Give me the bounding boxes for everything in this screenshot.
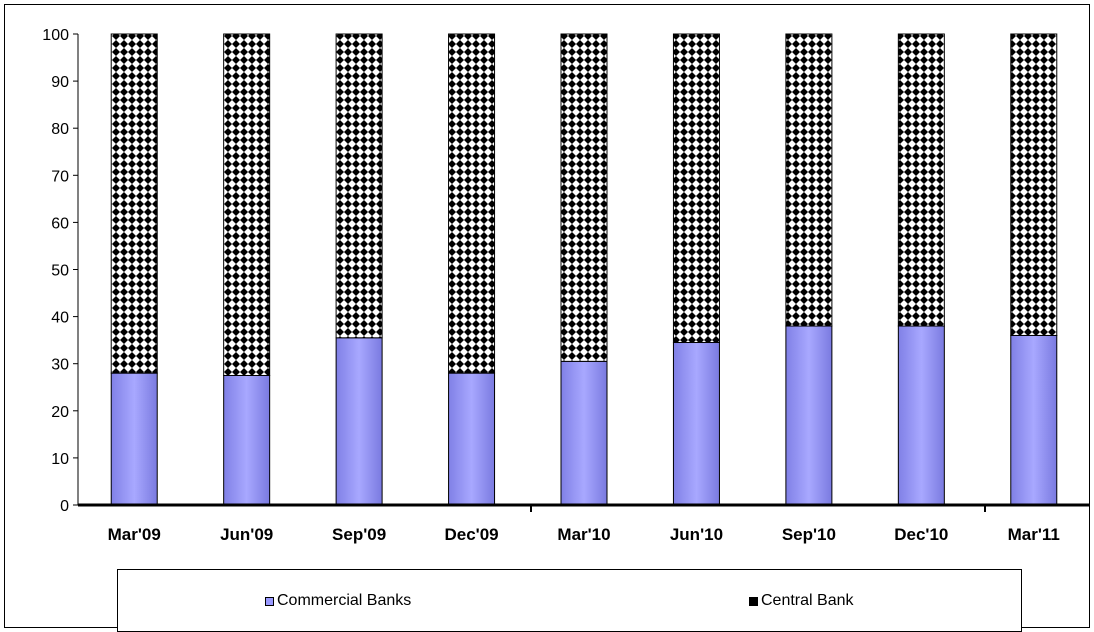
bars	[110, 33, 1058, 506]
bar-commercial-banks	[110, 372, 158, 506]
bar-central-bank	[785, 33, 833, 327]
bar-central-bank	[560, 33, 608, 362]
y-tick-label: 30	[51, 357, 69, 374]
x-tick-label: Mar'10	[557, 525, 610, 544]
y-tick-label: 60	[51, 215, 69, 232]
x-axis: Mar'09 Jun'09 Sep'09 Dec'09 Mar'10 Jun'10 Sep'…	[78, 503, 1090, 544]
y-tick-label: 0	[60, 498, 69, 515]
legend: Commercial Banks Central Bank	[117, 569, 1022, 632]
x-tick-label: Sep'10	[782, 525, 836, 544]
bar-commercial-banks	[897, 325, 945, 506]
x-tick-label: Mar'09	[108, 525, 161, 544]
x-tick-label: Sep'09	[332, 525, 386, 544]
y-tick-label: 100	[42, 27, 69, 44]
x-tick-label: Dec'09	[444, 525, 498, 544]
y-tick-label: 50	[51, 263, 69, 280]
bar-commercial-banks	[1010, 334, 1058, 506]
legend-item-central-bank: Central Bank	[749, 592, 854, 610]
bar-commercial-banks	[335, 337, 383, 506]
bar-central-bank	[672, 33, 720, 344]
legend-swatch-commercial-banks	[265, 596, 274, 606]
x-tick-label: Dec'10	[894, 525, 948, 544]
y-tick-label: 20	[51, 404, 69, 421]
y-tick-label: 10	[51, 451, 69, 468]
x-tick-label: Mar'11	[1008, 525, 1060, 544]
bar-commercial-banks	[785, 325, 833, 506]
bar-commercial-banks	[560, 360, 608, 506]
y-tick-label: 70	[51, 168, 69, 185]
y-axis: 0 10 20 30 40 50 60 70 80 90 100	[42, 27, 79, 515]
y-tick-label: 90	[51, 74, 69, 91]
bar-central-bank	[448, 33, 496, 374]
bar-commercial-banks	[223, 374, 271, 506]
x-tick-label: Jun'09	[220, 525, 273, 544]
bar-central-bank	[110, 33, 158, 374]
legend-swatch-central-bank	[749, 596, 758, 606]
bar-central-bank	[897, 33, 945, 327]
bar-commercial-banks	[448, 372, 496, 506]
bar-central-bank	[1010, 33, 1058, 336]
x-tick-label: Jun'10	[670, 525, 723, 544]
legend-label-central-bank: Central Bank	[761, 592, 854, 609]
bar-central-bank	[223, 33, 271, 376]
bar-central-bank	[335, 33, 383, 339]
legend-label-commercial-banks: Commercial Banks	[277, 592, 412, 609]
y-tick-label: 80	[51, 121, 69, 138]
y-tick-label: 40	[51, 310, 69, 327]
bar-commercial-banks	[672, 342, 720, 506]
legend-item-commercial-banks: Commercial Banks	[265, 592, 411, 610]
